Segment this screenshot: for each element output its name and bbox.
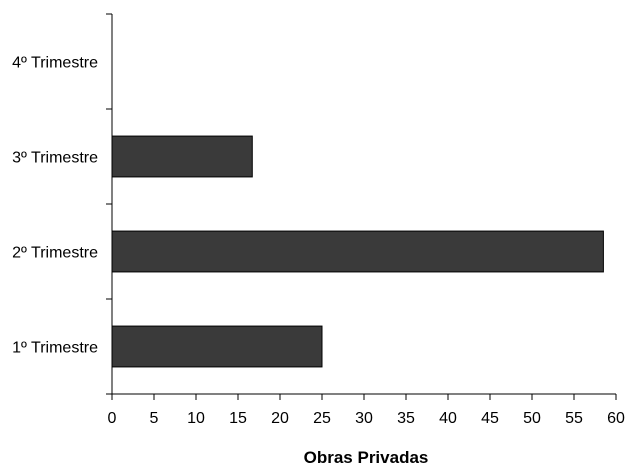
x-axis-title: Obras Privadas: [304, 448, 429, 467]
category-labels: 1º Trimestre 2º Trimestre 3º Trimestre 4º T…: [12, 55, 98, 357]
x-tick-label: 60: [607, 410, 625, 427]
category-label-3: 3º Trimestre: [12, 150, 98, 167]
category-label-4: 4º Trimestre: [12, 55, 98, 72]
x-tick-label: 0: [108, 410, 117, 427]
x-tick-label: 55: [565, 410, 583, 427]
x-tick-labels: 0 5 10 15 20 25 30 35 40 45 50 55 60: [108, 410, 625, 427]
y-axis: [106, 13, 113, 395]
x-tick-label: 30: [355, 410, 373, 427]
x-tick-label: 35: [397, 410, 415, 427]
x-tick-label: 5: [150, 410, 159, 427]
bars-group: [111, 135, 604, 368]
x-tick-label: 50: [523, 410, 541, 427]
x-tick-label: 10: [187, 410, 205, 427]
x-tick-label: 25: [313, 410, 331, 427]
x-tick-label: 45: [481, 410, 499, 427]
x-axis: [111, 393, 617, 400]
x-tick-label: 20: [271, 410, 289, 427]
bar-1: [111, 325, 323, 368]
category-label-1: 1º Trimestre: [12, 340, 98, 357]
bar-3: [111, 135, 253, 178]
x-tick-label: 40: [439, 410, 457, 427]
x-tick-label: 15: [229, 410, 247, 427]
bar-2: [111, 230, 604, 273]
category-label-2: 2º Trimestre: [12, 245, 98, 262]
